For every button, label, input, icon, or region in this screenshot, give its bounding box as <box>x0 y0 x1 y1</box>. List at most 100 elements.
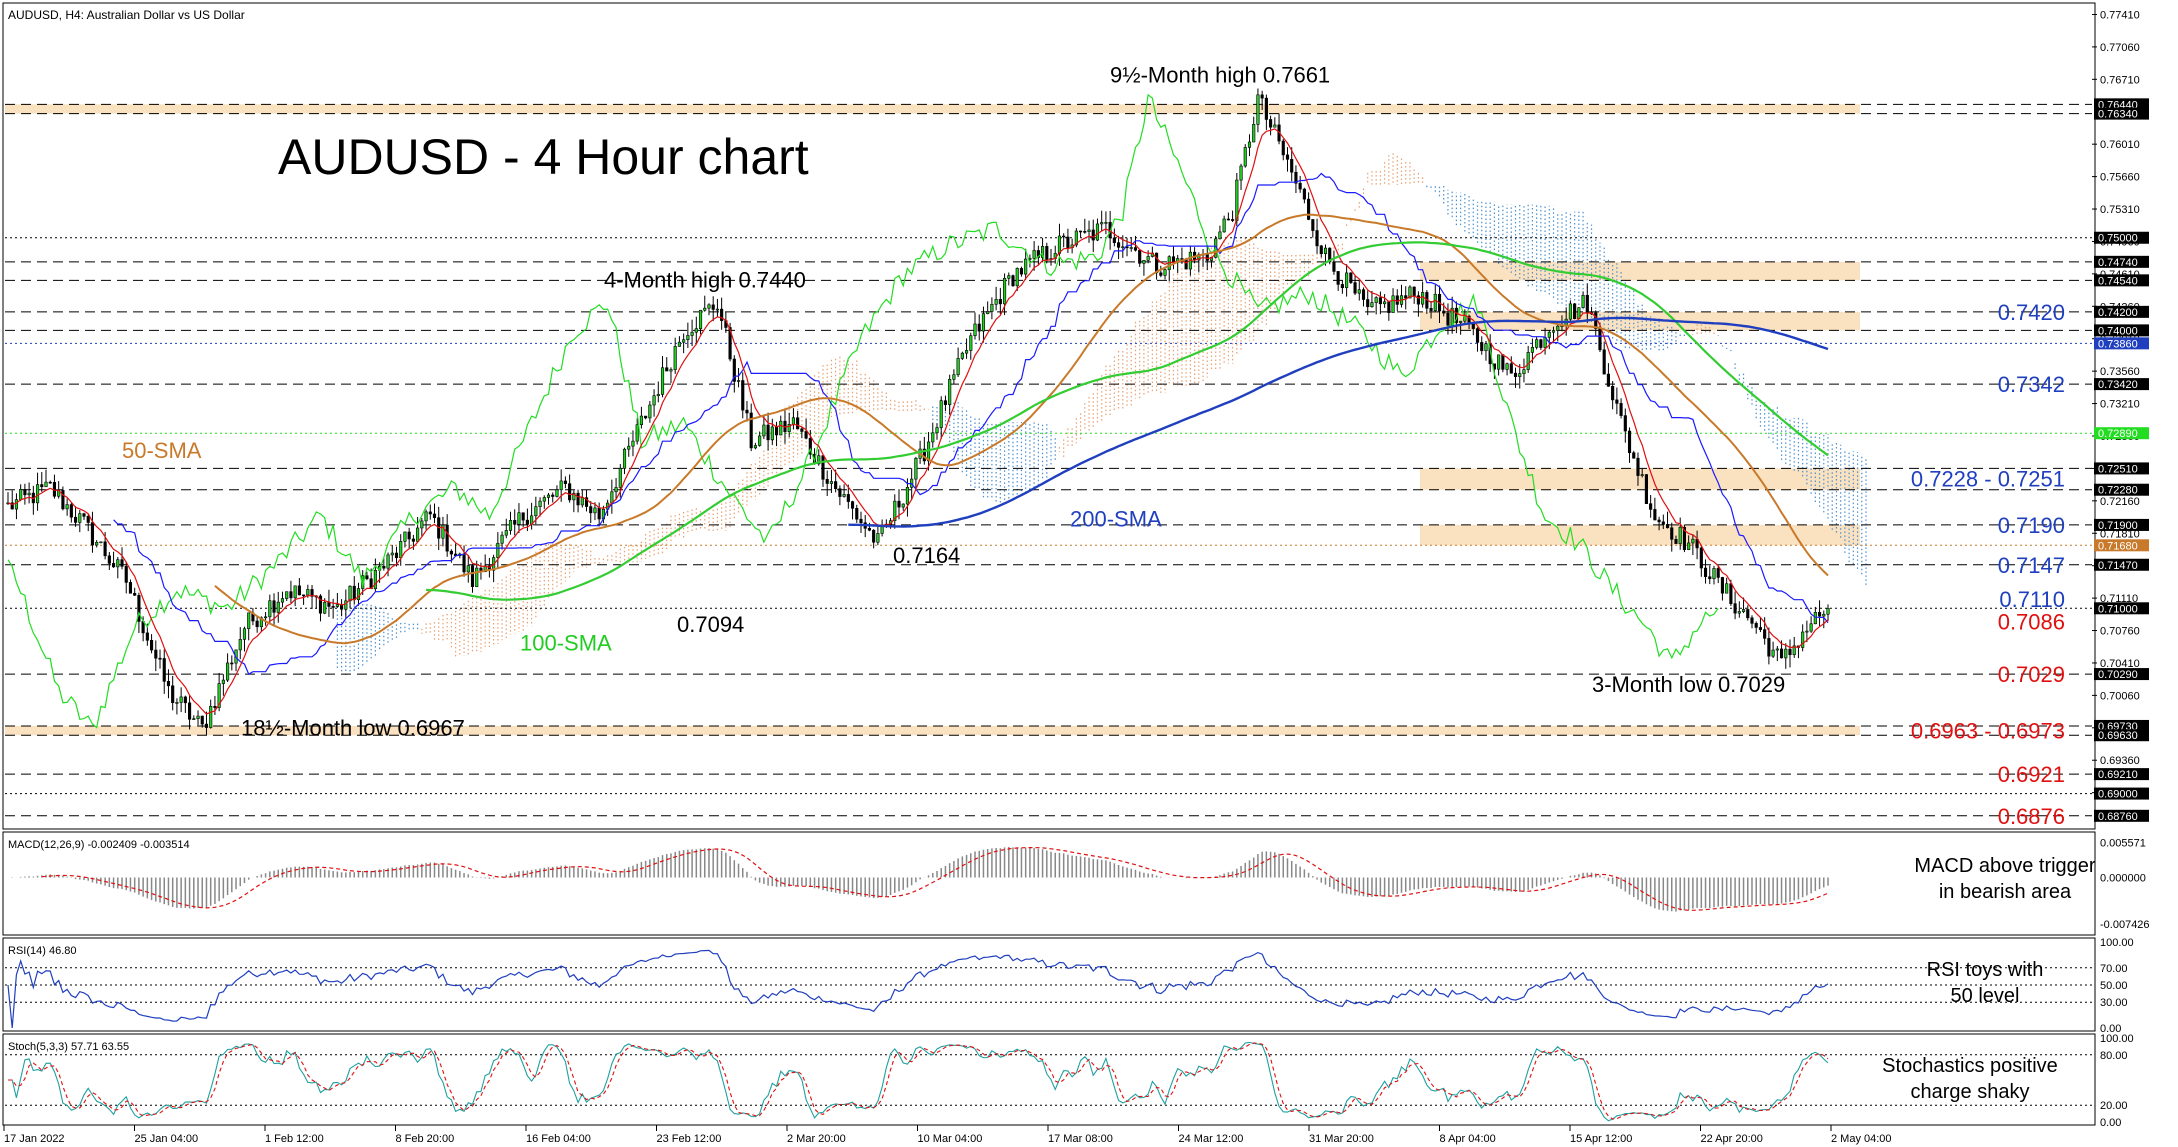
candle-body <box>1378 297 1382 305</box>
candle-body <box>1471 323 1475 329</box>
x-tick-label: 2 Mar 20:00 <box>787 1133 846 1145</box>
candle-body <box>1260 94 1264 99</box>
candle-body <box>1746 609 1750 619</box>
candle-body <box>1526 352 1530 370</box>
candle-body <box>1374 297 1378 303</box>
candle-body <box>1311 219 1315 231</box>
candle-body <box>373 570 377 589</box>
zone-band <box>5 104 1860 114</box>
price-box <box>2094 518 2149 531</box>
candle-body <box>580 497 584 506</box>
annotation-label: 4-Month high 0.7440 <box>604 267 806 292</box>
candle-body <box>428 511 432 515</box>
candle-body <box>462 553 466 573</box>
candle-body <box>318 595 323 614</box>
stoch-label: Stoch(5,3,3) 57.71 63.55 <box>8 1041 129 1053</box>
candle-body <box>753 445 757 449</box>
time-axis: 17 Jan 2022 25 Jan 04:00 1 Feb 12:00 8 Feb … <box>3 1125 1892 1145</box>
candle-body <box>1442 310 1446 314</box>
candle-body <box>990 304 994 312</box>
annotation-label: 0.7164 <box>893 543 960 568</box>
candle-body <box>817 455 821 465</box>
candle-body <box>1737 611 1741 614</box>
candle-body <box>589 506 593 514</box>
candle-body <box>698 309 703 329</box>
zone-band <box>1420 261 1860 281</box>
candle-body <box>1357 289 1361 294</box>
candle-body <box>559 480 563 491</box>
candle-body <box>226 662 230 681</box>
stoch-tick: 100.00 <box>2100 1033 2134 1045</box>
candle-body <box>1057 235 1062 254</box>
rsi-note: RSI toys with <box>1927 959 2044 981</box>
candle-body <box>893 500 897 522</box>
candle-body <box>834 481 838 490</box>
candle-body <box>1285 154 1290 160</box>
candle-body <box>1319 245 1323 254</box>
candle-body <box>407 531 411 540</box>
x-tick-label: 15 Apr 12:00 <box>1570 1133 1632 1145</box>
candle-body <box>145 632 149 641</box>
candle-body <box>1391 295 1395 313</box>
candle-body <box>1269 119 1273 128</box>
candle-body <box>1522 369 1526 374</box>
candle-body <box>1345 272 1349 289</box>
candle-body <box>969 335 973 351</box>
candle-body <box>808 437 812 455</box>
candle-body <box>1484 343 1488 352</box>
candle-body <box>475 567 479 587</box>
candle-body <box>842 494 846 497</box>
candle-body <box>905 487 910 505</box>
y-tick-label: 0.73210 <box>2100 399 2140 411</box>
macd-note: in bearish area <box>1939 881 2072 903</box>
x-tick-label: 17 Mar 08:00 <box>1048 1133 1113 1145</box>
candle-body <box>517 512 521 525</box>
candle-body <box>1421 292 1425 305</box>
candle-body <box>1121 246 1125 249</box>
candle-body <box>1733 603 1737 614</box>
price-box <box>2094 107 2149 120</box>
price-box <box>2094 274 2149 287</box>
price-box-label: 0.72890 <box>2098 428 2138 440</box>
candle-body <box>107 555 111 564</box>
candle-body <box>403 531 407 542</box>
candle-body <box>247 612 251 630</box>
candle-body <box>1298 182 1302 190</box>
candle-body <box>1703 567 1708 578</box>
candle-body <box>90 522 95 546</box>
candle-body <box>268 600 272 618</box>
page-title: AUDUSD - 4 Hour chart <box>278 129 809 185</box>
candle-body <box>1627 430 1632 454</box>
price-box-label: 0.69210 <box>2098 769 2138 781</box>
candle-body <box>829 481 834 484</box>
rsi-line <box>7 949 1829 1029</box>
candle-body <box>1024 258 1028 275</box>
price-box-label: 0.75000 <box>2098 233 2138 245</box>
candle-body <box>525 519 529 525</box>
candle-body <box>1002 277 1007 305</box>
candle-body <box>1598 328 1602 351</box>
candle-body <box>1741 609 1746 612</box>
sma50-line <box>214 213 1829 645</box>
stoch-tick: 0.00 <box>2100 1117 2121 1129</box>
candle-body <box>272 600 276 613</box>
candle-body <box>327 602 331 607</box>
price-box <box>2094 483 2149 496</box>
candle-body <box>1501 354 1505 370</box>
candle-body <box>310 589 314 597</box>
candle-body <box>1497 354 1501 370</box>
candle-body <box>732 358 736 382</box>
level-label: 0.7342 <box>1998 372 2065 397</box>
candle-body <box>846 494 850 502</box>
candle-body <box>964 350 969 354</box>
candle-body <box>213 705 217 708</box>
level-label: 0.6921 <box>1998 762 2065 787</box>
candle-body <box>1395 295 1399 305</box>
candle-body <box>876 533 880 543</box>
candle-body <box>500 534 504 544</box>
candle-body <box>264 616 268 619</box>
candle-body <box>154 649 158 659</box>
candle-body <box>1155 252 1159 274</box>
candle-body <box>758 435 762 446</box>
macd-tick: 0.005571 <box>2100 837 2146 849</box>
